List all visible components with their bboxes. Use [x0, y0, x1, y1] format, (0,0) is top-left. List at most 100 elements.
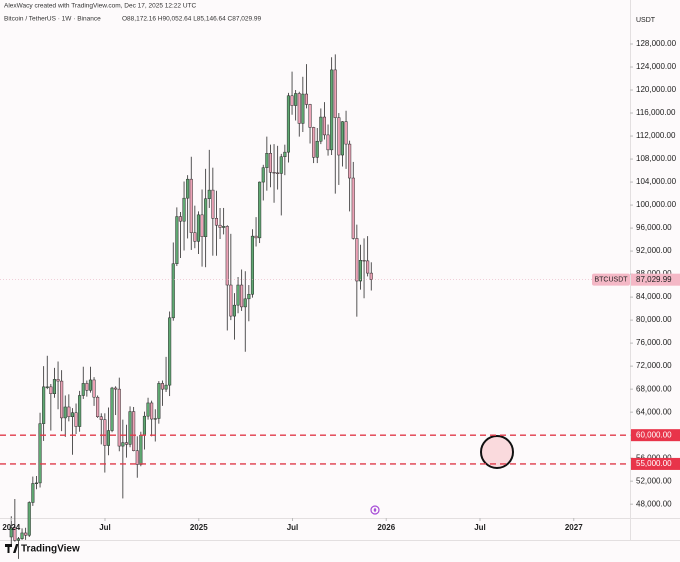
candle-body: [333, 69, 337, 118]
x-tick-label: Jul: [287, 523, 299, 532]
candle-body: [204, 198, 208, 237]
candle-body: [171, 263, 175, 319]
overlay: [0, 279, 630, 515]
candle-body: [236, 284, 240, 306]
candle-body: [337, 117, 341, 156]
candle-body: [31, 483, 35, 503]
candle-body: [243, 298, 247, 308]
level-badge: [631, 457, 680, 470]
candle-body: [193, 232, 197, 242]
logo-mark: [5, 544, 19, 553]
candle-body: [178, 216, 182, 222]
candle-body: [247, 293, 251, 300]
candle-body: [106, 430, 111, 446]
level-label: 60,000.00: [636, 430, 672, 439]
candle-body: [229, 284, 233, 317]
candle-body: [200, 214, 204, 237]
candle-body: [63, 406, 67, 419]
candle-body: [160, 383, 164, 390]
y-tick-label: 56,000.00: [636, 453, 672, 462]
y-tick-label: 52,000.00: [636, 476, 672, 485]
brand-logo: TradingView: [5, 544, 80, 555]
candle-body: [110, 387, 114, 431]
candle-body: [189, 178, 193, 233]
candle-body: [92, 379, 96, 398]
candle-body: [139, 434, 143, 465]
candle-body: [164, 384, 168, 390]
event-icon[interactable]: [370, 505, 380, 515]
candle-body: [117, 388, 121, 447]
candle-body: [290, 95, 294, 106]
candle-body: [56, 379, 60, 382]
candle-body: [121, 442, 125, 447]
candle-body: [146, 402, 150, 417]
plot-area: [9, 54, 373, 559]
candle-body: [261, 167, 265, 183]
y-tick-label: 124,000.00: [636, 62, 677, 71]
y-tick-label: 116,000.00: [636, 108, 676, 117]
candle-body: [304, 93, 308, 105]
candle-body: [96, 396, 100, 418]
last-price-badge: [631, 273, 680, 286]
candle-body: [322, 116, 326, 136]
x-tick-label: 2024: [2, 523, 20, 532]
candle-body: [369, 272, 373, 280]
candle-body: [358, 260, 362, 282]
y-tick-label: 68,000.00: [636, 384, 672, 393]
candle-body: [258, 181, 262, 239]
y-tick-label: 64,000.00: [636, 407, 672, 416]
candle-body: [70, 412, 75, 418]
candle-body: [268, 153, 272, 173]
candle-body: [16, 538, 20, 541]
candle-body: [132, 411, 136, 451]
candle-body: [81, 383, 85, 396]
candle-body: [218, 224, 222, 228]
candle-body: [254, 235, 258, 239]
candle-body: [315, 140, 319, 158]
candle-body: [308, 104, 312, 128]
y-tick-label: 120,000.00: [636, 85, 677, 94]
candle-body: [207, 189, 211, 199]
candle-body: [294, 93, 298, 106]
candle-body: [99, 416, 103, 420]
candle-body: [45, 386, 49, 388]
candle-body: [351, 177, 355, 239]
candle-body: [340, 121, 344, 156]
y-tick-label: 100,000.00: [636, 200, 677, 209]
candle-body: [60, 380, 64, 419]
y-tick-label: 76,000.00: [636, 338, 672, 347]
candle-body: [168, 317, 172, 386]
candle-body: [319, 116, 323, 142]
candle-body: [24, 532, 28, 536]
level-label: 55,000.00: [636, 459, 672, 468]
candle-body: [355, 238, 359, 282]
candle-body: [34, 482, 39, 484]
x-tick-label: Jul: [474, 523, 486, 532]
symbol-title: Bitcoin / TetherUS · 1W · Binance: [4, 16, 101, 23]
candle-body: [283, 151, 287, 158]
candle-body: [279, 156, 283, 174]
candle-body: [67, 406, 71, 418]
currency-label: USDT: [636, 17, 656, 24]
candle-body: [124, 442, 129, 445]
candle-body: [128, 411, 132, 445]
candle-body: [114, 387, 118, 390]
candle-body: [52, 379, 57, 394]
candle-body: [214, 218, 218, 226]
candle-body: [42, 386, 46, 424]
y-tick-label: 92,000.00: [636, 246, 672, 255]
candle-body: [240, 284, 244, 308]
candle-body: [20, 532, 24, 539]
candle-body: [286, 95, 290, 153]
candle-body: [175, 216, 179, 264]
candle-body: [250, 235, 254, 295]
candle-body: [153, 418, 157, 420]
candle-body: [186, 178, 190, 199]
candle-body: [344, 121, 348, 145]
y-tick-label: 128,000.00: [636, 39, 677, 48]
candle-body: [49, 386, 53, 394]
candle-body: [182, 197, 186, 222]
brand-name: TradingView: [21, 544, 80, 555]
candle-body: [301, 93, 305, 124]
